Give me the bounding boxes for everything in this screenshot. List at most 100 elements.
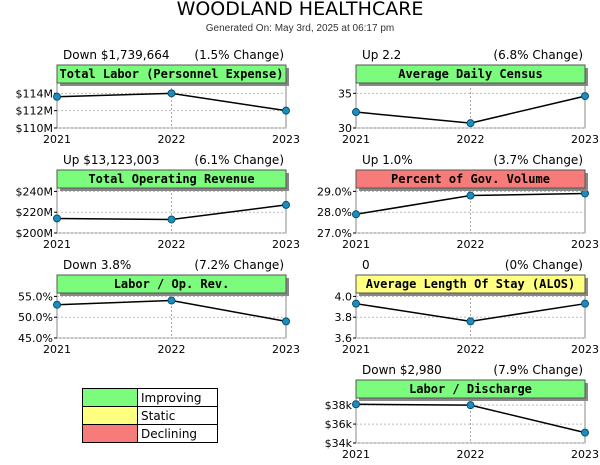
x-tick-label: 2023 [272, 133, 300, 146]
y-tick-label: 29.0% [317, 185, 352, 198]
x-tick-label: 2022 [158, 238, 186, 251]
x-tick-label: 2023 [571, 343, 599, 356]
y-tick-label: 45.0% [18, 332, 53, 345]
legend-label: Declining [141, 426, 198, 441]
chart-title: Average Daily Census [398, 67, 543, 81]
y-tick-label: 55.0% [18, 290, 53, 303]
report-subtitle: Generated On: May 3rd, 2025 at 06:17 pm [205, 23, 395, 34]
chart-panel: Up 1.0% (3.7% Change) 29.0% 28.0% 27.0%2021 2… [317, 153, 599, 251]
data-point [466, 191, 475, 200]
data-point [581, 189, 589, 198]
x-tick-label: 2022 [158, 133, 186, 146]
data-point [352, 299, 360, 308]
report-title: WOODLAND HEALTHCARE [176, 0, 424, 20]
legend-item-declining: Declining [83, 425, 217, 442]
x-tick-label: 2021 [342, 448, 370, 461]
y-tick-label: $36k [325, 418, 353, 431]
x-tick-label: 2022 [158, 343, 186, 356]
data-point [352, 108, 360, 117]
chart-change: (3.7% Change) [493, 153, 583, 167]
chart-summary: Down $1,739,664 [63, 48, 170, 62]
x-tick-label: 2022 [457, 343, 485, 356]
x-tick-label: 2023 [571, 133, 599, 146]
title-tab [355, 274, 586, 294]
data-point [282, 200, 290, 209]
chart-change: (7.9% Change) [493, 363, 583, 377]
y-tick-label: $34k [325, 437, 353, 450]
chart-summary: Up $13,123,003 [63, 153, 160, 167]
legend-item-static: Static [83, 407, 217, 425]
data-point [53, 214, 61, 223]
data-point [352, 210, 360, 219]
chart-panel: Down 3.8% (7.2% Change)55.0%50.0%45.0%202… [18, 258, 300, 356]
chart-change: (7.2% Change) [194, 258, 284, 272]
legend-item-improving: Improving [83, 389, 217, 407]
y-tick-label: $38k [325, 399, 353, 412]
chart-title: Labor / Discharge [409, 382, 532, 396]
chart-summary: Down $2,980 [362, 363, 442, 377]
y-tick-label: $240M [16, 185, 54, 198]
x-tick-label: 2023 [571, 448, 599, 461]
y-tick-label: 3.8 [335, 311, 353, 324]
chart-change: (0% Change) [505, 258, 583, 272]
data-point [581, 299, 589, 308]
chart-title: Average Length Of Stay (ALOS) [366, 277, 576, 291]
data-point [282, 106, 290, 115]
legend-swatch-improving [83, 389, 138, 406]
data-point [581, 428, 589, 437]
data-point [466, 317, 475, 326]
data-point [167, 215, 176, 224]
x-tick-label: 2021 [342, 238, 370, 251]
title-tab [56, 274, 287, 294]
status-legend: Improving Static Declining [82, 388, 218, 443]
chart-panel: Up $13,123,003 (6.1% Change) $240M $220M $20… [16, 153, 301, 251]
x-tick-label: 2023 [571, 238, 599, 251]
y-tick-label: 35 [338, 87, 352, 100]
data-point [282, 317, 290, 326]
chart-panel: Down $2,980 (7.9% Change) $38k $36k $34k2021… [325, 363, 599, 461]
y-tick-label: 4.0 [335, 290, 353, 303]
title-tab [355, 169, 586, 189]
y-tick-label: 27.0% [317, 227, 352, 240]
y-tick-label: 28.0% [317, 206, 352, 219]
title-tab [355, 379, 586, 399]
chart-title: Total Operating Revenue [88, 172, 254, 186]
chart-summary: 0 [362, 258, 370, 272]
x-tick-label: 2021 [43, 343, 71, 356]
chart-title: Percent of Gov. Volume [391, 172, 550, 186]
y-tick-label: 3.6 [335, 332, 353, 345]
data-point [352, 400, 360, 409]
data-point [53, 300, 61, 309]
chart-change: (1.5% Change) [194, 48, 284, 62]
legend-swatch-declining [83, 425, 138, 442]
data-point [53, 92, 61, 101]
x-tick-label: 2022 [457, 238, 485, 251]
data-point [581, 92, 589, 101]
x-tick-label: 2022 [457, 133, 485, 146]
chart-title: Labor / Op. Rev. [114, 277, 230, 291]
title-tab [56, 169, 287, 189]
y-tick-label: $220M [16, 206, 54, 219]
x-tick-label: 2021 [342, 133, 370, 146]
x-tick-label: 2023 [272, 343, 300, 356]
x-tick-label: 2023 [272, 238, 300, 251]
chart-summary: Down 3.8% [63, 258, 131, 272]
data-point [466, 119, 475, 128]
chart-summary: Up 1.0% [362, 153, 413, 167]
x-tick-label: 2021 [342, 343, 370, 356]
x-tick-label: 2021 [43, 133, 71, 146]
y-tick-label: $110M [16, 122, 54, 135]
chart-panel: Down $1,739,664 (1.5% Change) $114M $112M $1… [16, 48, 301, 146]
title-tab [56, 64, 287, 84]
x-tick-label: 2021 [43, 238, 71, 251]
chart-summary: Up 2.2 [362, 48, 401, 62]
data-point [466, 401, 475, 410]
y-tick-label: $200M [16, 227, 54, 240]
legend-label: Improving [141, 390, 202, 405]
title-tab [355, 64, 586, 84]
legend-label: Static [141, 408, 176, 423]
y-tick-label: $112M [16, 105, 54, 118]
